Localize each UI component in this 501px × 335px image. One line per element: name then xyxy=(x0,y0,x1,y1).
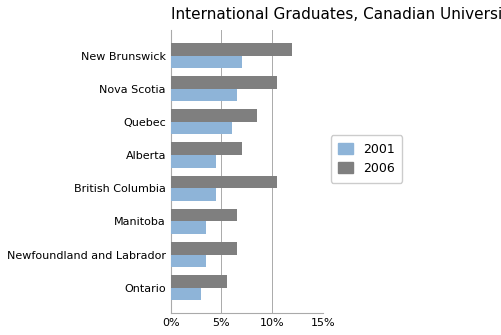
Bar xyxy=(170,155,216,168)
Bar xyxy=(170,122,231,134)
Bar xyxy=(170,176,277,188)
Text: International Graduates, Canadian Universities, 2001 & 2006: International Graduates, Canadian Univer… xyxy=(170,7,501,22)
Bar xyxy=(170,209,236,221)
Legend: 2001, 2006: 2001, 2006 xyxy=(330,135,401,183)
Bar xyxy=(170,221,206,234)
Bar xyxy=(170,43,292,56)
Bar xyxy=(170,56,241,68)
Bar xyxy=(170,188,216,201)
Bar xyxy=(170,288,201,300)
Bar xyxy=(170,255,206,267)
Bar xyxy=(170,275,226,288)
Bar xyxy=(170,89,236,101)
Bar xyxy=(170,109,257,122)
Bar xyxy=(170,142,241,155)
Bar xyxy=(170,76,277,89)
Bar xyxy=(170,242,236,255)
